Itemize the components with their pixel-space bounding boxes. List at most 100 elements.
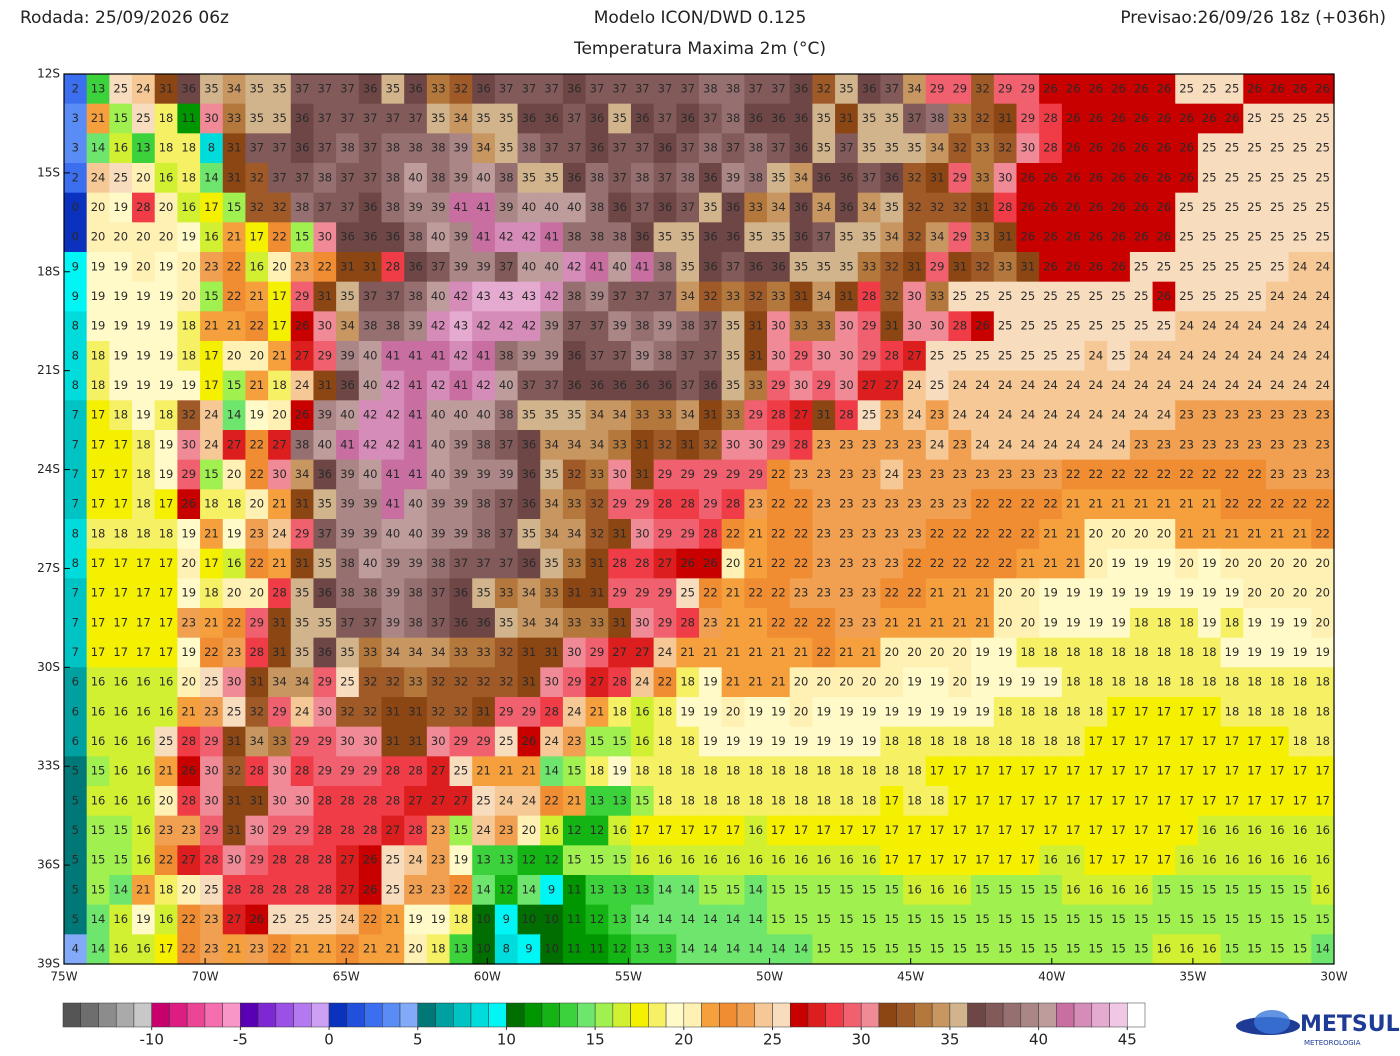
colorbar-swatch bbox=[257, 1002, 277, 1028]
field-cell bbox=[86, 133, 110, 164]
cell-value: 23 bbox=[884, 526, 899, 540]
cell-value: 18 bbox=[159, 408, 174, 422]
cell-value: 20 bbox=[272, 259, 287, 273]
colorbar-swatch bbox=[293, 1002, 312, 1028]
cell-value: 24 bbox=[998, 378, 1013, 392]
cell-value: 18 bbox=[975, 734, 990, 748]
field-cell bbox=[699, 74, 723, 105]
field-cell bbox=[1084, 192, 1108, 223]
cell-value: 21 bbox=[1293, 526, 1308, 540]
cell-value: 15 bbox=[612, 853, 627, 867]
field-cell bbox=[903, 163, 927, 194]
cell-value: 19 bbox=[1179, 586, 1194, 600]
cell-value: 17 bbox=[975, 853, 990, 867]
field-cell bbox=[64, 222, 88, 253]
field-cell bbox=[132, 103, 156, 134]
cell-value: 19 bbox=[1089, 615, 1104, 629]
field-cell bbox=[948, 74, 972, 105]
cell-value: 11 bbox=[567, 912, 582, 926]
cell-value: 18 bbox=[227, 497, 242, 511]
cell-value: 17 bbox=[930, 853, 945, 867]
cell-value: 30 bbox=[204, 111, 219, 125]
cell-value: 13 bbox=[476, 853, 491, 867]
cell-value: 31 bbox=[998, 230, 1013, 244]
cell-value: 28 bbox=[408, 823, 423, 837]
cell-value: 18 bbox=[272, 378, 287, 392]
cell-value: 24 bbox=[1225, 319, 1240, 333]
cell-value: 15 bbox=[1157, 882, 1172, 896]
colorbar-label: 30 bbox=[852, 1031, 871, 1049]
cell-value: 24 bbox=[1089, 348, 1104, 362]
cell-value: 14 bbox=[544, 764, 559, 778]
cell-value: 22 bbox=[317, 259, 332, 273]
cell-value: 16 bbox=[136, 793, 151, 807]
cell-value: 15 bbox=[771, 882, 786, 896]
field-cell bbox=[290, 103, 315, 134]
cell-value: 38 bbox=[499, 408, 514, 422]
cell-value: 23 bbox=[952, 497, 967, 511]
cell-value: 19 bbox=[91, 289, 106, 303]
cell-value: 39 bbox=[544, 319, 559, 333]
cell-value: 20 bbox=[1021, 615, 1036, 629]
cell-value: 25 bbox=[1157, 259, 1172, 273]
cell-value: 36 bbox=[567, 81, 582, 95]
cell-value: 12 bbox=[612, 942, 627, 956]
cell-value: 22 bbox=[771, 556, 786, 570]
cell-value: 40 bbox=[454, 408, 469, 422]
colorbar-swatch bbox=[80, 1002, 99, 1028]
cell-value: 30 bbox=[771, 319, 786, 333]
cell-value: 15 bbox=[998, 882, 1013, 896]
field-cell bbox=[336, 74, 360, 105]
cell-value: 33 bbox=[431, 81, 446, 95]
cell-value: 37 bbox=[680, 141, 695, 155]
cell-value: 34 bbox=[862, 200, 877, 214]
cell-value: 17 bbox=[1202, 764, 1217, 778]
cell-value: 15 bbox=[794, 912, 809, 926]
field-cell bbox=[358, 103, 383, 134]
cell-value: 37 bbox=[522, 378, 537, 392]
cell-value: 18 bbox=[1043, 734, 1058, 748]
cell-value: 19 bbox=[1043, 586, 1058, 600]
cell-value: 23 bbox=[181, 615, 196, 629]
cell-value: 15 bbox=[1134, 942, 1149, 956]
cell-value: 19 bbox=[1111, 615, 1126, 629]
field-cell bbox=[1129, 192, 1154, 223]
cell-value: 26 bbox=[1134, 170, 1149, 184]
cell-value: 24 bbox=[91, 170, 106, 184]
cell-value: 37 bbox=[590, 348, 605, 362]
cell-value: 39 bbox=[454, 259, 469, 273]
cell-value: 25 bbox=[1247, 170, 1262, 184]
cell-value: 18 bbox=[1066, 704, 1081, 718]
field-cell bbox=[789, 222, 813, 253]
field-cell bbox=[1197, 192, 1222, 223]
cell-value: 32 bbox=[249, 170, 264, 184]
cell-value: 19 bbox=[884, 704, 899, 718]
cell-value: 29 bbox=[340, 764, 355, 778]
x-tick-label: 30W bbox=[1320, 970, 1347, 984]
cell-value: 42 bbox=[499, 230, 514, 244]
cell-value: 32 bbox=[476, 675, 491, 689]
cell-value: 41 bbox=[386, 497, 401, 511]
cell-value: 24 bbox=[1021, 408, 1036, 422]
cell-value: 15 bbox=[113, 111, 128, 125]
cell-value: 35 bbox=[499, 141, 514, 155]
cell-value: 15 bbox=[862, 882, 877, 896]
cell-value: 19 bbox=[952, 704, 967, 718]
cell-value: 24 bbox=[1111, 437, 1126, 451]
cell-value: 40 bbox=[612, 259, 627, 273]
cell-value: 23 bbox=[862, 556, 877, 570]
cell-value: 15 bbox=[1157, 912, 1172, 926]
cell-value: 21 bbox=[386, 942, 401, 956]
cell-value: 24 bbox=[1315, 289, 1330, 303]
cell-value: 25 bbox=[1247, 141, 1262, 155]
cell-value: 28 bbox=[658, 497, 673, 511]
y-tick-label: 30S bbox=[37, 660, 60, 674]
cell-value: 36 bbox=[658, 378, 673, 392]
cell-value: 38 bbox=[680, 170, 695, 184]
cell-value: 24 bbox=[1134, 378, 1149, 392]
field-cell bbox=[1175, 163, 1199, 194]
cell-value: 29 bbox=[680, 526, 695, 540]
cell-value: 17 bbox=[1157, 734, 1172, 748]
cell-value: 19 bbox=[91, 319, 106, 333]
cell-value: 16 bbox=[1270, 853, 1285, 867]
